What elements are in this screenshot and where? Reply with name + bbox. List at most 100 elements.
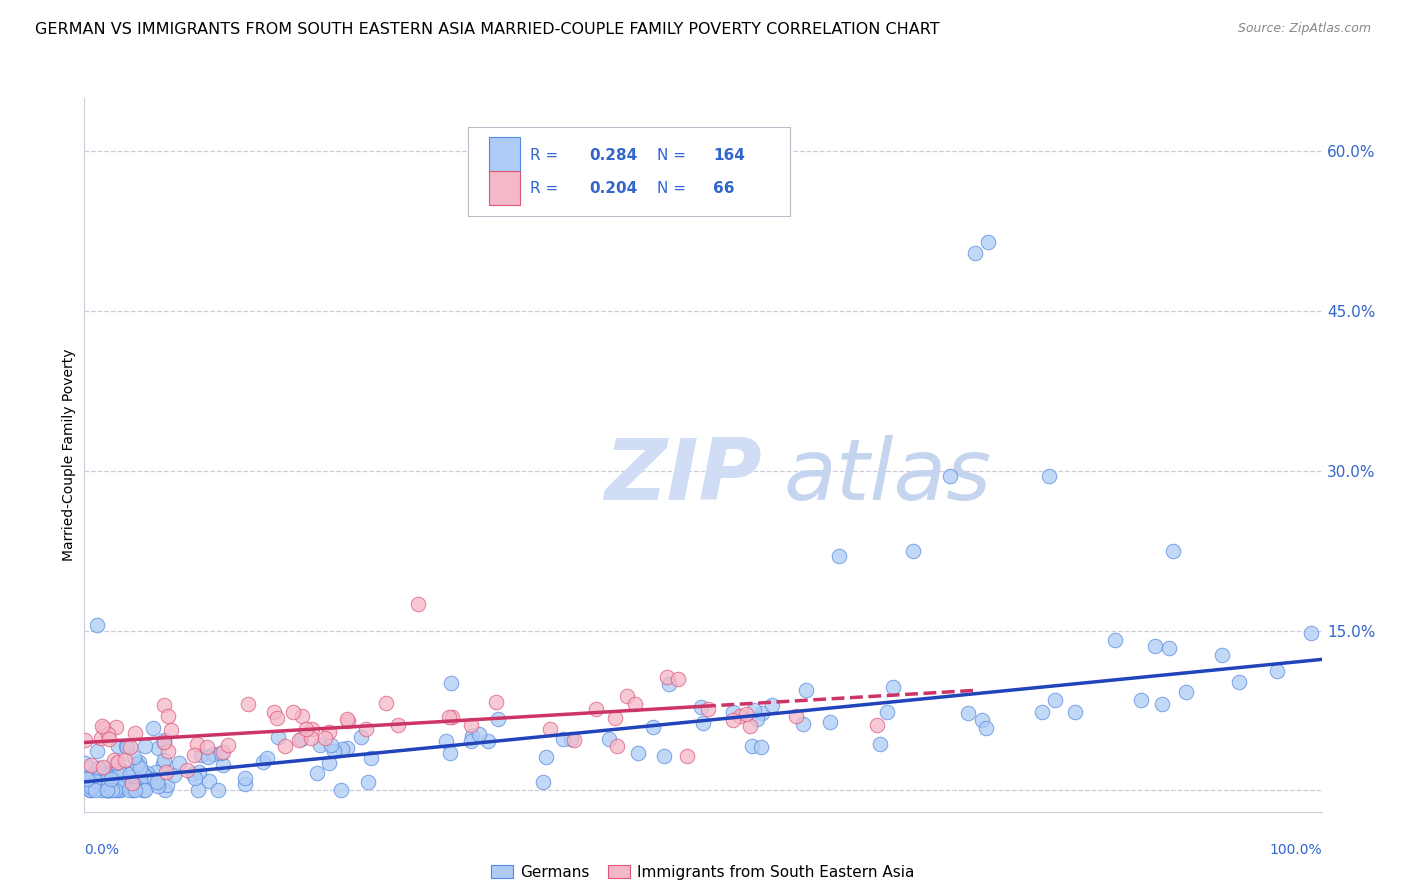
Point bbox=[195, 739, 218, 754]
Point bbox=[104, 783, 127, 797]
Point bbox=[903, 543, 925, 558]
Point bbox=[658, 677, 681, 691]
Point bbox=[100, 772, 122, 787]
Text: ZIP: ZIP bbox=[605, 434, 762, 518]
Point bbox=[156, 744, 179, 758]
Point bbox=[728, 709, 751, 723]
Point bbox=[828, 549, 851, 563]
Point bbox=[97, 783, 120, 797]
Point bbox=[76, 772, 98, 786]
Point bbox=[318, 756, 340, 770]
Point bbox=[73, 732, 96, 747]
Point bbox=[749, 740, 772, 755]
Point bbox=[318, 725, 340, 739]
Point bbox=[485, 695, 508, 709]
Point bbox=[156, 778, 179, 792]
Point bbox=[97, 727, 120, 741]
Point bbox=[94, 783, 117, 797]
Point bbox=[603, 711, 626, 725]
Text: 164: 164 bbox=[713, 148, 745, 162]
Point bbox=[794, 683, 817, 698]
Point bbox=[460, 718, 482, 732]
Point bbox=[486, 712, 509, 726]
Point bbox=[434, 734, 457, 748]
Point bbox=[440, 675, 463, 690]
Bar bbox=[489, 137, 520, 171]
Point bbox=[202, 747, 225, 761]
Point bbox=[1063, 705, 1085, 719]
Point bbox=[266, 711, 288, 725]
Point bbox=[461, 729, 484, 743]
Point bbox=[536, 750, 558, 764]
Point bbox=[107, 780, 129, 794]
Point bbox=[207, 783, 229, 797]
Point bbox=[80, 758, 103, 772]
Point bbox=[94, 765, 117, 780]
Point bbox=[965, 245, 987, 260]
Point bbox=[309, 738, 332, 752]
Point bbox=[692, 716, 714, 731]
Point bbox=[585, 702, 607, 716]
Point bbox=[1159, 640, 1181, 655]
Point bbox=[747, 712, 769, 726]
Point bbox=[299, 731, 322, 745]
Point bbox=[283, 705, 305, 719]
Point bbox=[1161, 543, 1184, 558]
Point bbox=[354, 722, 377, 736]
Point bbox=[89, 762, 111, 776]
Point bbox=[153, 698, 176, 712]
Point bbox=[183, 747, 205, 762]
Point bbox=[666, 672, 689, 686]
Point bbox=[330, 783, 353, 797]
Point bbox=[267, 730, 290, 744]
Point bbox=[187, 765, 209, 780]
Legend: Germans, Immigrants from South Eastern Asia: Germans, Immigrants from South Eastern A… bbox=[485, 859, 921, 886]
Point bbox=[153, 783, 176, 797]
Point bbox=[1104, 632, 1126, 647]
Point bbox=[104, 760, 127, 774]
Point bbox=[336, 712, 359, 726]
Point bbox=[86, 744, 108, 758]
Text: atlas: atlas bbox=[783, 434, 991, 518]
Point bbox=[974, 721, 997, 735]
Point bbox=[233, 777, 256, 791]
Point bbox=[135, 771, 157, 785]
Point bbox=[101, 771, 124, 785]
Point bbox=[697, 702, 720, 716]
Point bbox=[120, 774, 142, 789]
Point bbox=[104, 765, 127, 780]
Point bbox=[387, 718, 409, 732]
Point bbox=[761, 698, 783, 712]
Point bbox=[882, 680, 904, 694]
Point bbox=[153, 735, 176, 749]
Bar bbox=[489, 171, 520, 205]
Point bbox=[460, 734, 482, 748]
Point bbox=[176, 763, 198, 777]
Point bbox=[117, 783, 139, 797]
Point bbox=[146, 780, 169, 794]
Text: 66: 66 bbox=[713, 181, 734, 196]
Point bbox=[468, 727, 491, 741]
Point bbox=[332, 742, 354, 756]
Point bbox=[1227, 674, 1250, 689]
Point bbox=[79, 783, 101, 797]
Point bbox=[956, 706, 979, 720]
Point bbox=[114, 752, 136, 766]
Point bbox=[107, 755, 129, 769]
Point bbox=[295, 723, 318, 737]
Point bbox=[323, 744, 346, 758]
Point bbox=[86, 618, 108, 632]
Point bbox=[82, 770, 104, 784]
Point bbox=[477, 734, 499, 748]
Point bbox=[132, 770, 155, 784]
Point bbox=[350, 730, 373, 744]
Point bbox=[98, 778, 121, 792]
Point bbox=[818, 715, 841, 730]
Point bbox=[741, 739, 763, 753]
Point bbox=[124, 749, 146, 764]
Point bbox=[107, 739, 129, 753]
Point bbox=[212, 745, 235, 759]
Point bbox=[117, 739, 139, 754]
Point bbox=[124, 726, 146, 740]
Text: 0.0%: 0.0% bbox=[84, 843, 120, 857]
